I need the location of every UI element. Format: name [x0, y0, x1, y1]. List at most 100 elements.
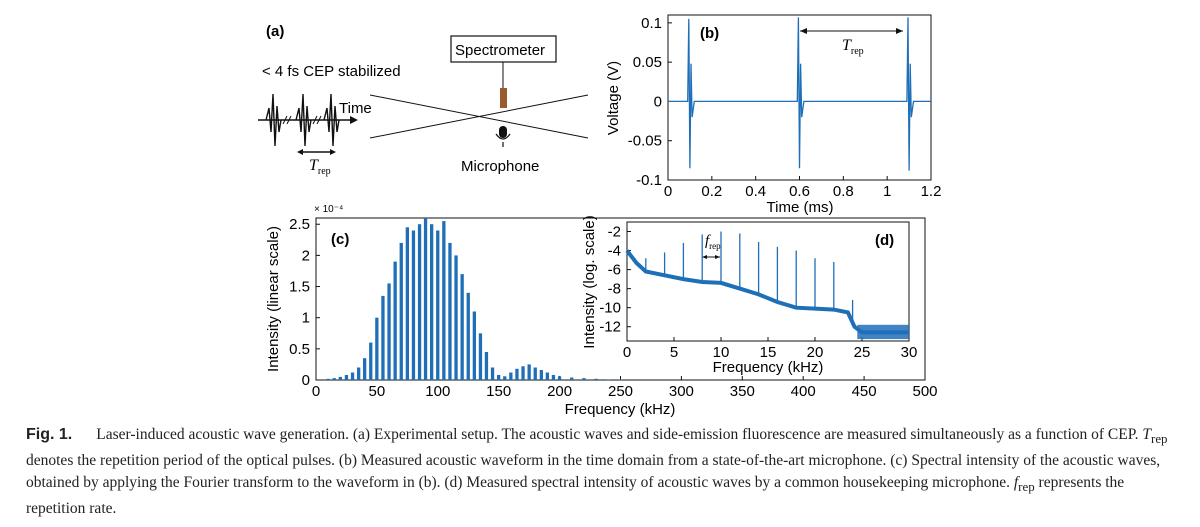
chart-d-xlabel: Frequency (kHz) — [713, 359, 824, 376]
chart-b-trep-annotation: Trep — [800, 28, 903, 57]
caption-part2: denotes the repetition period of the opt… — [26, 452, 1161, 492]
chart-c-bar — [338, 376, 342, 380]
chart-c-xtick-label: 150 — [486, 383, 511, 400]
chart-c-bar — [527, 364, 531, 380]
chart-c-bar — [442, 221, 446, 380]
panel-a-label: (a) — [266, 23, 284, 40]
chart-d-noise-floor — [857, 324, 909, 340]
chart-c-bar — [387, 283, 391, 380]
chart-d-panel-label: (d) — [875, 232, 894, 249]
chart-c-bar — [381, 295, 385, 380]
chart-d-xtick-label: 10 — [713, 344, 730, 361]
chart-b-series-line — [668, 17, 931, 171]
chart-c-xtick-label: 0 — [312, 383, 320, 400]
caption-frep-sub: rep — [1018, 479, 1035, 495]
microphone-icon — [495, 126, 511, 147]
trep-label: Trep — [309, 157, 331, 177]
chart-d-frame — [626, 221, 910, 342]
microphone-label: Microphone — [461, 158, 539, 175]
chart-d-ytick-label: -4 — [608, 243, 621, 260]
caption-part3: represents the repetition rate. — [26, 474, 1125, 518]
chart-c-xtick-label: 300 — [669, 383, 694, 400]
panel-a: (a) < 4 fs CEP stabilized Time Trep Spec… — [258, 23, 589, 177]
chart-b-ytick-label: 0.1 — [641, 15, 662, 32]
chart-c-ytick-label: 0.5 — [289, 341, 310, 358]
chart-b-xtick-label: 0.8 — [833, 183, 854, 200]
chart-c-bar — [582, 378, 586, 380]
chart-c-bar — [478, 333, 483, 380]
figure: (a) < 4 fs CEP stabilized Time Trep Spec… — [258, 14, 942, 418]
chart-c-bar — [448, 242, 452, 380]
chart-b-ytick-label: 0 — [654, 93, 662, 110]
caption-frep-symbol: f — [1013, 474, 1019, 492]
chart-b-xlabel: Time (ms) — [767, 199, 834, 216]
chart-c-bar — [539, 370, 543, 380]
chart-c-bar — [557, 376, 562, 380]
chart-b-ytick-label: 0.05 — [633, 54, 662, 71]
chart-b-ytick-label: -0.05 — [628, 133, 662, 150]
chart-d-ytick-label: -2 — [608, 224, 621, 241]
chart-c-bar — [363, 358, 367, 380]
chart-c-bar — [466, 292, 470, 380]
chart-c-bar — [503, 376, 507, 380]
chart-c-bar — [411, 230, 416, 380]
chart-c-xtick-label: 500 — [912, 383, 937, 400]
chart-c-bar — [423, 218, 428, 380]
chart-d-xtick-label: 15 — [760, 344, 777, 361]
chart-c-ytick-label: 0 — [302, 372, 310, 389]
chart-c-ylabel: Intensity (linear scale) — [265, 226, 282, 372]
chart-d-ytick-label: -10 — [599, 300, 621, 317]
chart-d: (d) Frequency (kHz) Intensity (log. scal… — [581, 215, 917, 376]
chart-c-bar — [417, 224, 422, 380]
chart-b-xtick-label: 0.4 — [745, 183, 766, 200]
svg-text:frep: frep — [705, 233, 721, 251]
chart-c-xtick-label: 100 — [425, 383, 450, 400]
chart-b-xtick-label: 0.2 — [701, 183, 722, 200]
time-label: Time — [339, 100, 372, 117]
chart-c-bar — [454, 255, 458, 380]
chart-c-bar — [570, 377, 574, 380]
chart-c-bar — [606, 379, 610, 380]
chart-c-xtick-label: 200 — [547, 383, 572, 400]
chart-c-bar — [484, 352, 489, 380]
chart-c-bar — [332, 378, 336, 380]
chart-c-bar — [326, 378, 330, 380]
chart-c-ytick-label: 2 — [302, 247, 310, 264]
chart-c-bar — [551, 375, 556, 380]
chart-d-xtick-label: 20 — [807, 344, 824, 361]
chart-c-bar — [472, 311, 476, 380]
chart-d-ytick-label: -8 — [608, 281, 621, 298]
chart-d-xtick-label: 30 — [901, 344, 918, 361]
chart-d-xtick-label: 25 — [854, 344, 871, 361]
chart-b-xtick-label: 1 — [883, 183, 891, 200]
caption-trep-symbol: T — [1142, 426, 1152, 443]
beam-line-2 — [369, 94, 589, 139]
chart-c-xlabel: Frequency (kHz) — [565, 401, 676, 418]
chart-d-xtick-label: 5 — [670, 344, 678, 361]
chart-c-bar — [436, 230, 440, 380]
chart-c-exponent: × 10⁻⁴ — [314, 204, 343, 215]
chart-c-bar — [515, 368, 519, 380]
chart-c-bar — [350, 372, 355, 380]
chart-d-frep-annotation: frep — [702, 233, 721, 259]
chart-c-panel-label: (c) — [331, 231, 349, 248]
chart-c-bar — [393, 261, 397, 380]
chart-c-bar — [399, 242, 403, 380]
chart-c-bar — [405, 227, 409, 380]
chart-c-ytick-label: 2.5 — [289, 216, 310, 233]
chart-c-bar — [375, 317, 379, 380]
pulse-train-icon — [258, 93, 358, 155]
chart-b-xtick-label: 1.2 — [921, 183, 942, 200]
chart-c-xtick-label: 50 — [369, 383, 386, 400]
caption-fig-label: Fig. 1. — [26, 426, 73, 443]
spectrometer-label: Spectrometer — [455, 42, 545, 59]
chart-c-bar — [369, 342, 373, 380]
chart-c-bar — [521, 366, 525, 380]
cep-text: < 4 fs CEP stabilized — [262, 63, 401, 80]
chart-d-ylabel: Intensity (log. scale) — [581, 215, 598, 348]
chart-b-ylabel: Voltage (V) — [605, 61, 622, 135]
chart-c-bar — [357, 367, 361, 380]
chart-b-ytick-label: -0.1 — [636, 172, 662, 189]
chart-d-ytick-label: -6 — [608, 262, 621, 279]
chart-c-xtick-label: 250 — [608, 383, 633, 400]
